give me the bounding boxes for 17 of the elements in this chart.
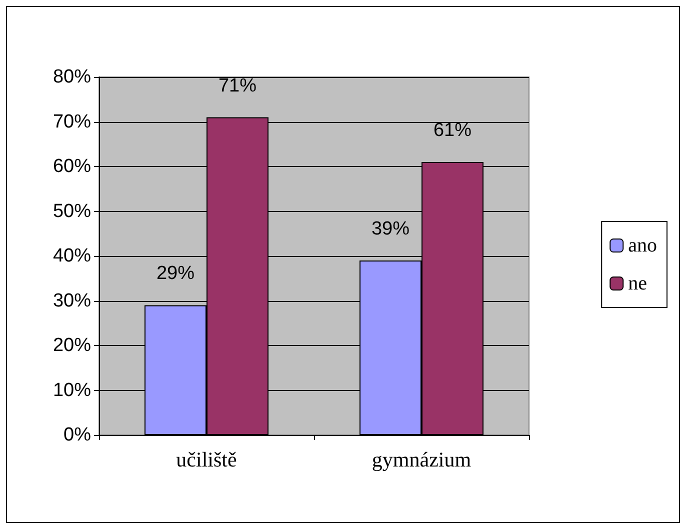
x-tick-label: gymnázium (372, 448, 472, 472)
y-tick-label: 20% (52, 335, 92, 356)
data-label: 39% (371, 218, 410, 240)
legend-label: ne (628, 272, 648, 294)
data-label: 29% (156, 263, 195, 284)
y-tick-label: 60% (52, 156, 92, 177)
y-tick-label: 10% (52, 380, 92, 401)
data-label: 61% (433, 120, 472, 142)
y-tick-label: 80% (52, 66, 92, 88)
data-label: 71% (218, 75, 257, 96)
y-tick-label: 0% (64, 424, 92, 446)
y-tick-label: 30% (52, 290, 92, 312)
legend-label: ano (628, 234, 658, 256)
y-tick-label: 50% (52, 200, 92, 222)
x-tick-label: učiliště (176, 448, 237, 472)
y-tick-label: 70% (52, 111, 92, 132)
y-tick-label: 40% (52, 246, 92, 266)
